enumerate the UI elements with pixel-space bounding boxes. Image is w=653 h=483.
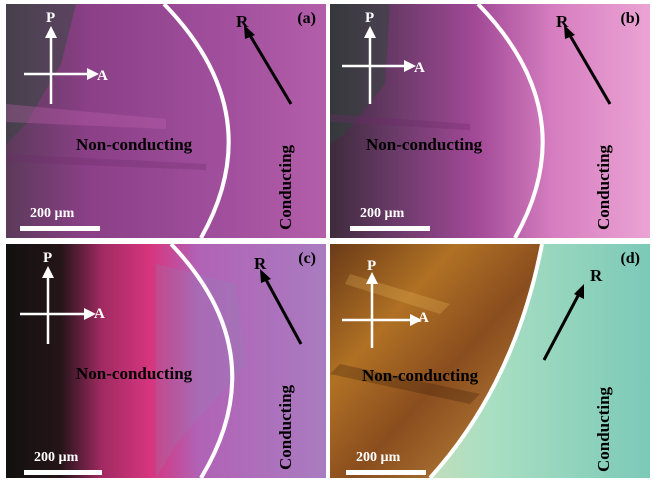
direction-arrow (246, 31, 293, 105)
analyzer-label: A (94, 306, 105, 322)
direction-label: R (556, 12, 569, 31)
analyzer-label: A (418, 310, 429, 326)
analyzer-label: A (97, 68, 108, 84)
panel-b: (b) Non-conducting Conducting P A R 200 … (330, 4, 650, 238)
scale-bar (24, 470, 102, 475)
micrograph-b (330, 4, 650, 238)
panel-label: (b) (620, 10, 640, 27)
non-conducting-label: Non-conducting (76, 364, 193, 383)
direction-arrow (566, 31, 612, 105)
scale-text: 200 µm (356, 450, 401, 465)
phase-boundary (476, 4, 545, 238)
phase-boundary (428, 244, 544, 478)
phase-boundary (162, 4, 231, 238)
direction-arrow (542, 291, 582, 361)
panel-label: (c) (298, 250, 316, 267)
polarizer-label: P (367, 258, 377, 274)
scale-text: 200 µm (34, 450, 79, 465)
panel-d: (d) Non-conducting Conducting P A R 200 … (330, 244, 650, 478)
direction-label: R (254, 254, 267, 273)
panel-c: (c) Non-conducting Conducting P A R 200 … (6, 244, 326, 478)
scale-bar (346, 470, 426, 475)
micrograph-a (6, 4, 326, 238)
scale-text: 200 µm (360, 206, 405, 221)
panel-a: (a) Non-conducting Conducting P A R 200 … (6, 4, 326, 238)
polarizer-label: P (43, 250, 53, 266)
panel-label: (d) (620, 250, 640, 267)
micrograph-d (330, 244, 650, 478)
conducting-label: Conducting (276, 384, 295, 470)
polarizer-label: P (46, 10, 56, 26)
analyzer-label: A (414, 60, 425, 76)
non-conducting-label: Non-conducting (362, 366, 479, 385)
non-conducting-label: Non-conducting (76, 135, 193, 154)
scale-bar (350, 226, 430, 231)
conducting-label: Conducting (594, 386, 613, 472)
direction-label: R (590, 266, 603, 285)
conducting-label: Conducting (594, 144, 613, 230)
panel-label: (a) (297, 10, 316, 27)
scale-text: 200 µm (30, 206, 75, 221)
scale-bar (20, 226, 100, 231)
polarizer-label: P (365, 10, 375, 26)
phase-boundary (169, 244, 235, 478)
conducting-label: Conducting (276, 144, 295, 230)
direction-arrow (262, 275, 303, 345)
non-conducting-label: Non-conducting (366, 135, 483, 154)
direction-label: R (236, 12, 249, 31)
micrograph-c (6, 244, 326, 478)
